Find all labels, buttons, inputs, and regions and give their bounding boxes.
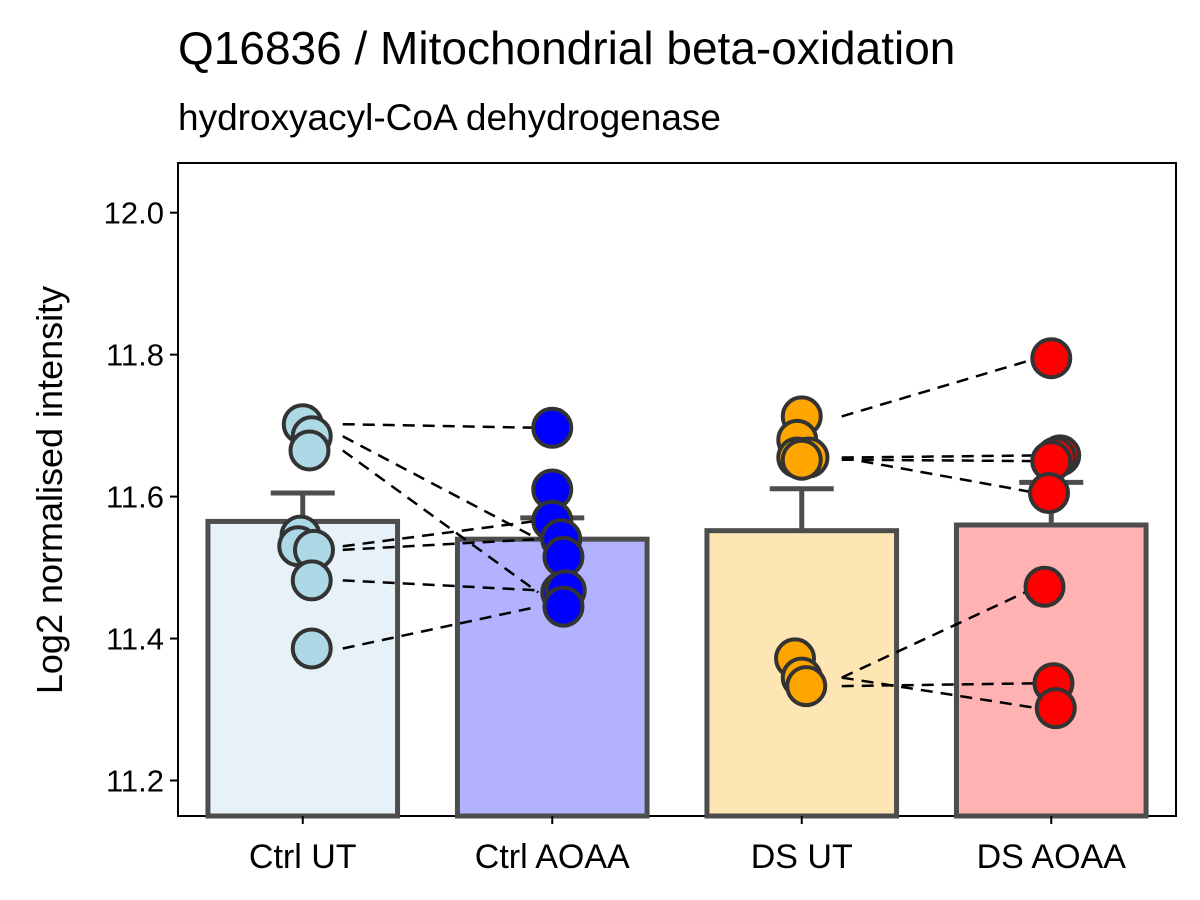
paired-line-10 [841, 456, 1038, 495]
y-axis-label: Log2 normalised intensity [29, 286, 70, 694]
y-tick-label-3: 11.8 [106, 338, 164, 373]
chart-subtitle: hydroxyacyl-CoA dehydrogenase [178, 97, 721, 138]
paired-line-1 [342, 435, 539, 541]
data-point-2-7 [785, 665, 828, 708]
x-tick-label-2: DS UT [751, 838, 853, 876]
x-tick-label-1: Ctrl AOAA [475, 838, 630, 876]
paired-line-9 [841, 458, 1038, 463]
paired-lines-layer [342, 356, 1038, 710]
data-point-2-4 [780, 438, 823, 481]
paired-line-13 [841, 676, 1038, 710]
x-tick-label-3: DS AOAA [977, 838, 1127, 876]
paired-line-2 [342, 449, 539, 594]
data-point-3-7 [1034, 687, 1077, 730]
y-axis: 11.2 11.4 11.6 11.8 12.0 [104, 196, 178, 799]
paired-line-6 [342, 605, 539, 650]
y-tick-label-4: 12.0 [104, 196, 164, 231]
data-point-1-0 [531, 406, 574, 449]
x-tick-label-0: Ctrl UT [249, 838, 357, 876]
paired-line-0 [342, 422, 539, 429]
data-point-0-7 [290, 627, 333, 670]
points-layer [277, 337, 1082, 730]
plot-area [177, 162, 1177, 819]
data-point-1-7 [542, 585, 585, 628]
data-point-3-4 [1028, 472, 1071, 515]
paired-line-11 [841, 585, 1038, 679]
data-point-0-6 [290, 559, 333, 602]
paired-line-4 [342, 537, 539, 552]
y-tick-label-2: 11.6 [106, 480, 164, 515]
y-tick-label-0: 11.2 [106, 764, 164, 799]
paired-line-3 [342, 519, 539, 548]
paired-line-8 [841, 454, 1038, 459]
y-tick-label-1: 11.4 [106, 622, 164, 657]
data-point-0-2 [288, 429, 331, 472]
paired-line-12 [841, 682, 1038, 688]
data-point-3-0 [1030, 337, 1073, 380]
x-axis: Ctrl UT Ctrl AOAA DS UT DS AOAA [249, 816, 1126, 876]
chart-title: Q16836 / Mitochondrial beta-oxidation [178, 22, 955, 74]
paired-line-5 [342, 579, 539, 592]
data-point-3-5 [1023, 565, 1066, 608]
paired-line-7 [841, 356, 1038, 418]
